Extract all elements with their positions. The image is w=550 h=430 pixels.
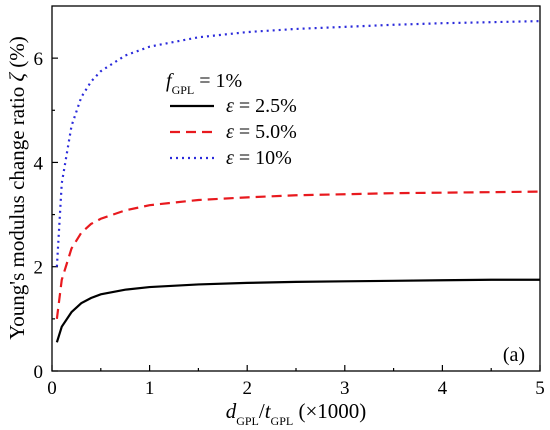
y-tick-label: 6	[34, 49, 44, 70]
legend: fGPL = 1%ε = 2.5%ε = 5.0%ε = 10%	[166, 70, 297, 169]
label-part: t	[265, 399, 272, 423]
label-part: (×1000)	[293, 399, 366, 423]
label-part: ε	[226, 147, 234, 169]
legend-label-3: ε = 10%	[226, 147, 292, 169]
label-part: = 1%	[194, 70, 242, 92]
legend-header: fGPL = 1%	[166, 70, 242, 97]
label-part: f	[166, 70, 174, 92]
y-axis-title: Young's modulus change ratio ζ (%)	[5, 36, 29, 340]
label-part: (%)	[5, 36, 29, 73]
label-part: = 10%	[234, 147, 292, 169]
x-tick-label: 0	[47, 378, 57, 399]
y-tick-label: 2	[34, 258, 44, 279]
legend-label-1: ε = 2.5%	[226, 95, 297, 117]
label-part: /	[259, 399, 265, 423]
series-line-1	[55, 278, 540, 343]
legend-label-2: ε = 5.0%	[226, 121, 297, 143]
label-part: = 2.5%	[234, 95, 297, 117]
label-part: GPL	[236, 414, 259, 428]
x-tick-label: 2	[242, 378, 252, 399]
label-part: GPL	[172, 83, 195, 97]
x-tick-label: 1	[145, 378, 155, 399]
y-tick-label: 4	[34, 153, 44, 174]
label-part: ζ	[5, 71, 29, 81]
axis-ticks: 0 1 2 3 4 5 0 2 4 6	[34, 49, 545, 399]
label-part: d	[226, 399, 237, 423]
x-tick-label: 4	[438, 378, 448, 399]
x-tick-label: 5	[535, 378, 545, 399]
y-tick-label: 0	[34, 362, 44, 383]
x-axis-title: dGPL/tGPL (×1000)	[226, 399, 367, 428]
plot-frame	[51, 5, 541, 372]
panel-label: (a)	[503, 344, 525, 366]
label-part: ε	[226, 121, 234, 143]
series-line-3	[55, 20, 541, 267]
series-layer	[55, 20, 541, 343]
x-tick-label: 3	[340, 378, 350, 399]
label-part: = 5.0%	[234, 121, 297, 143]
series-line-2	[55, 190, 541, 319]
label-part: ε	[226, 95, 234, 117]
label-part: Young's modulus change ratio	[5, 81, 29, 339]
label-part: GPL	[271, 414, 294, 428]
